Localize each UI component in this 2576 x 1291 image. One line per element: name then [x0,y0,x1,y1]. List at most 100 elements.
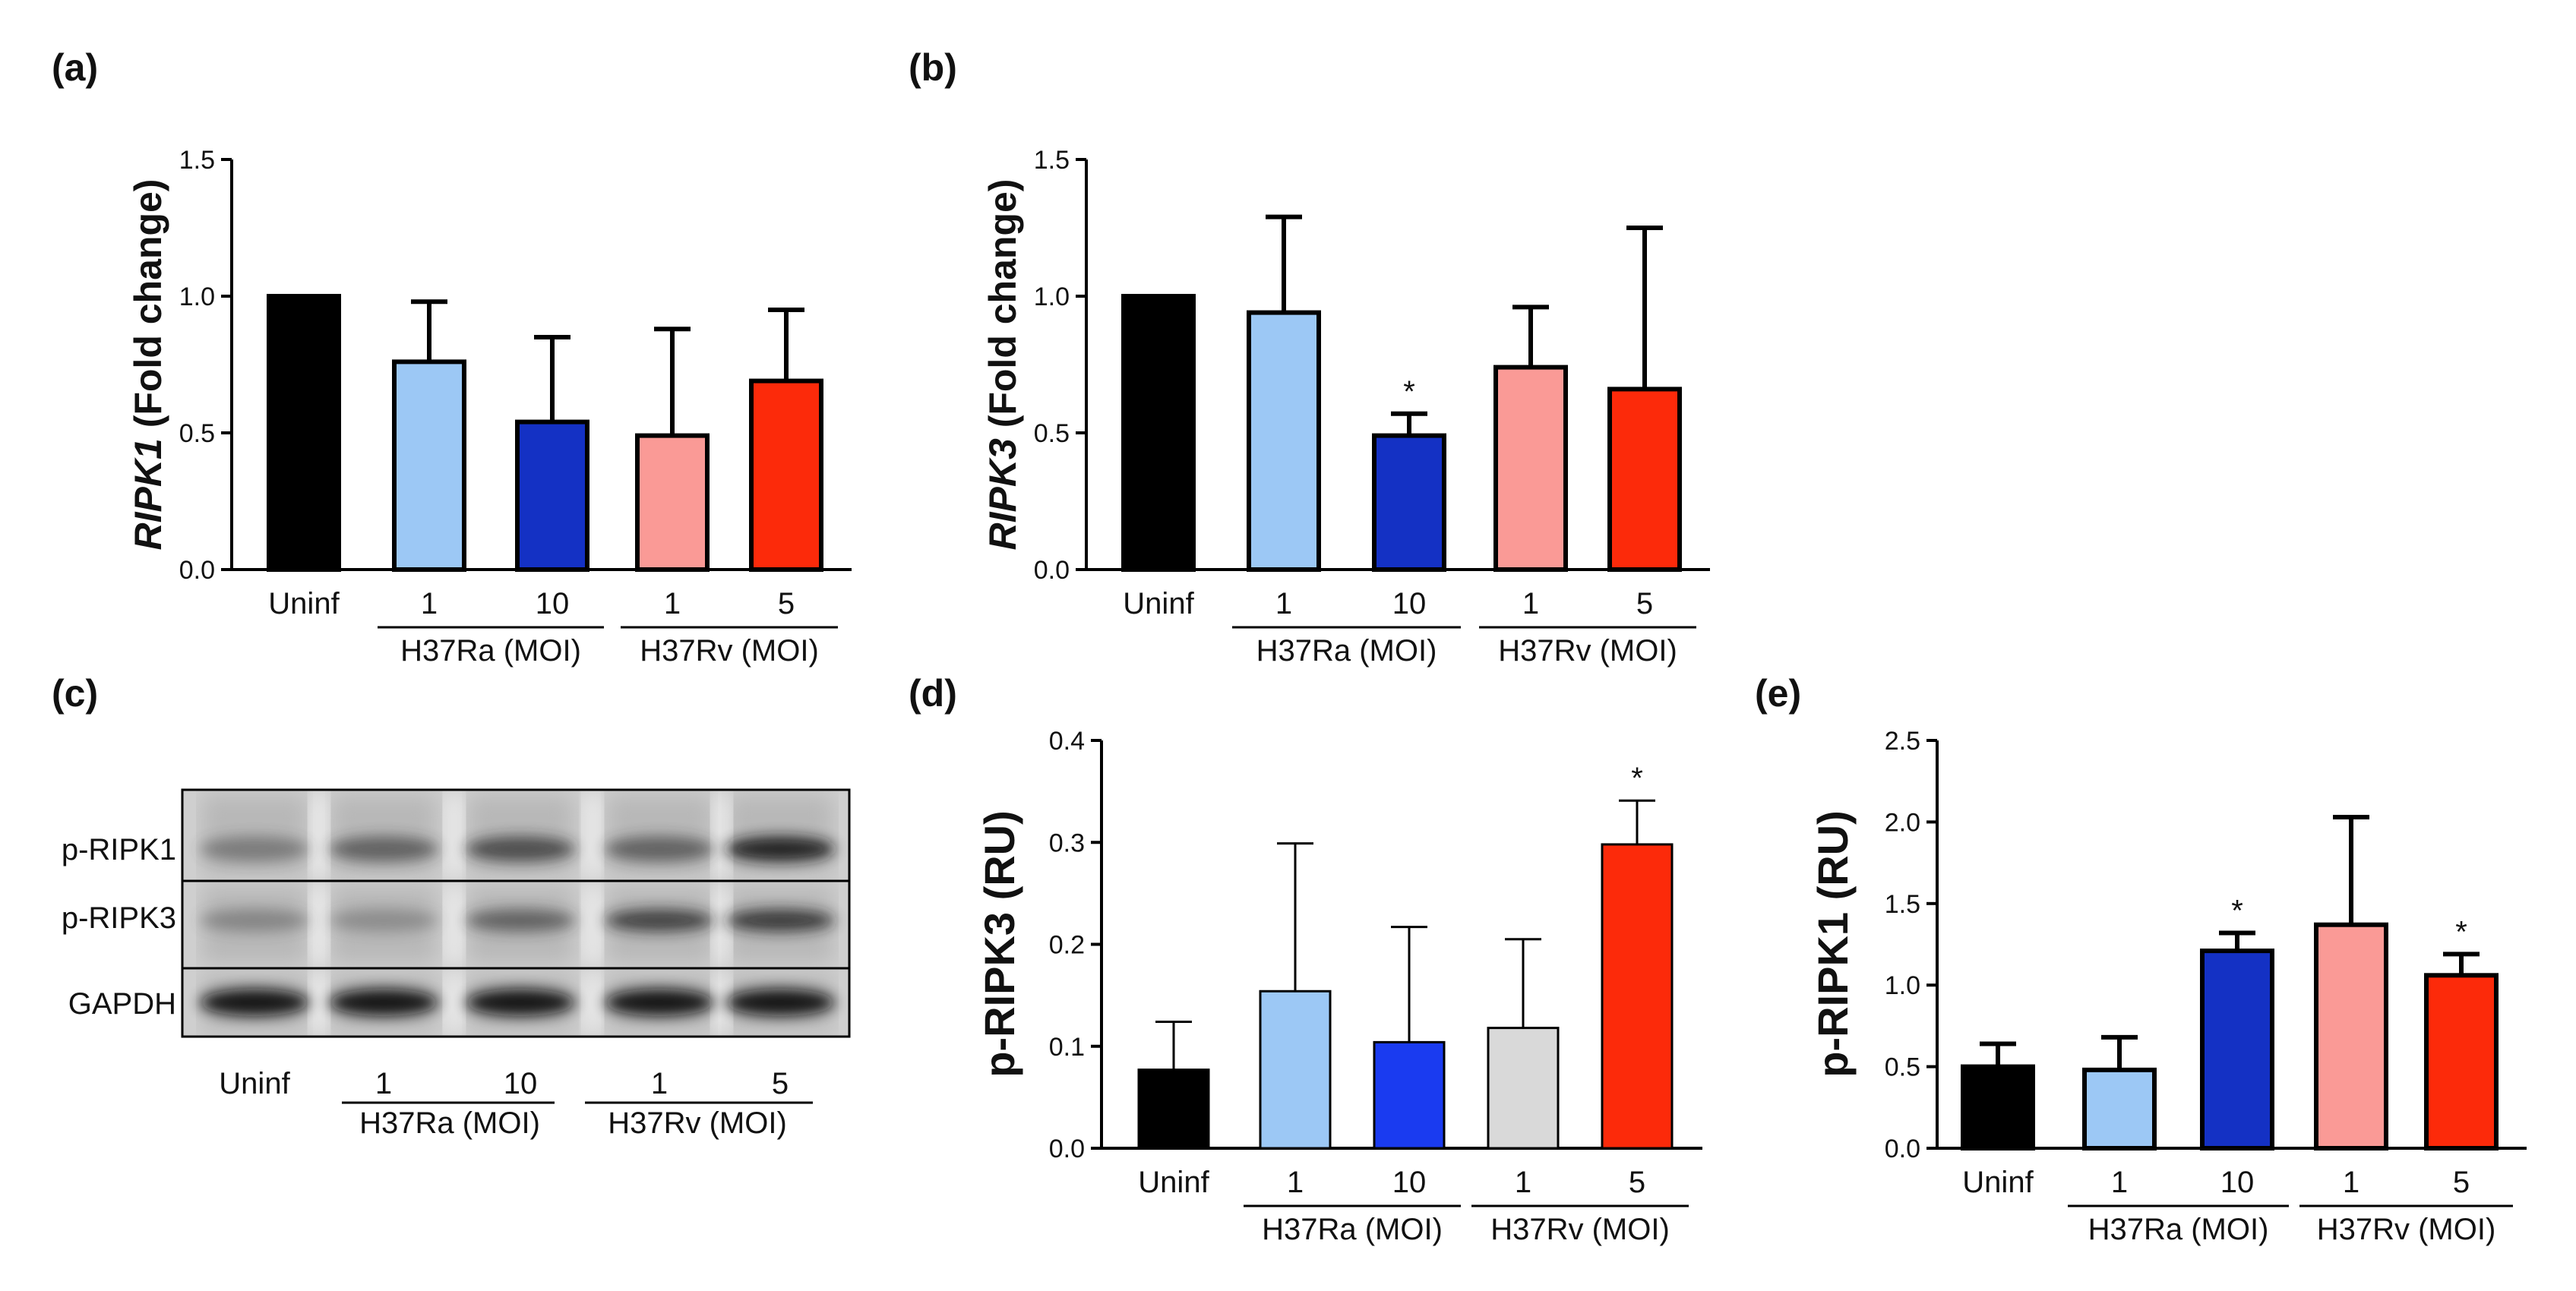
category-label: 10 [1392,587,1427,620]
group-label: H37Rv (MOI) [640,634,819,668]
category-label: 5 [1629,1166,1645,1199]
y-axis-title-text: (Fold change) [981,179,1024,439]
blot-band [605,836,714,862]
blot-group-label-h37rv: H37Rv (MOI) [608,1106,787,1140]
category-label: 1 [1515,1166,1531,1199]
panel-label-a: (a) [52,46,98,89]
y-axis-title-text: (Fold change) [127,179,169,439]
y-axis-title: RIPK3 (Fold change) [981,179,1024,551]
western-blot: p-RIPK1 p-RIPK3 GAPDH Uninf 1 10 1 5 H37… [62,788,851,1140]
blot-lane-label: 5 [772,1067,789,1100]
category-label: 10 [1392,1166,1427,1199]
blot-row-label-p-ripk3: p-RIPK3 [62,901,176,935]
y-axis-title: p-RIPK1 (RU) [1809,810,1857,1078]
y-tick-label: 0.0 [1885,1135,1920,1163]
blot-band [466,836,575,862]
y-axis-title: RIPK1 (Fold change) [127,179,169,551]
y-axis-title-gene: RIPK1 [127,438,169,550]
category-label: 10 [2220,1166,2255,1199]
blot-band [725,836,835,862]
bar-uninf [267,294,341,572]
blot-band [200,989,309,1016]
bar-10 [2200,949,2274,1151]
blot-row-label-gapdh: GAPDH [68,987,176,1021]
blot-lane-gap [308,884,330,965]
blot-lane-gap [711,884,732,965]
chart-p-ripk1-ru: 0.0 0.5 1.0 1.5 2.0 2.5 p-RIPK1 (RU) Uninf 1 * 10 1… [1809,727,2527,1246]
chart-p-ripk3-ru: 0.0 0.1 0.2 0.3 0.4 p-RIPK3 (RU) Uninf 1 10 1 * 5 H3… [975,727,1702,1246]
bar-1 [1259,990,1332,1150]
y-tick-label: 0.5 [179,419,215,448]
blot-row-label-p-ripk1: p-RIPK1 [62,833,176,866]
category-label: 1 [1287,1166,1304,1199]
blot-lane-gap [582,884,603,965]
y-tick-label: 0.4 [1049,727,1085,756]
panel-label-c: (c) [52,672,98,715]
category-label: 1 [2111,1166,2128,1199]
bar-5 [1607,387,1682,573]
group-label: H37Ra (MOI) [1256,634,1437,668]
y-tick-label: 0.2 [1049,931,1085,960]
category-label: 1 [1522,587,1539,620]
category-label: Uninf [1962,1166,2034,1199]
blot-band [725,989,835,1016]
y-tick-label: 1.5 [1885,890,1920,919]
category-label: 1 [664,587,681,620]
blot-band [605,909,714,932]
y-tick-label: 1.5 [179,146,215,175]
bar-10 [1373,1040,1446,1150]
bar-10 [515,419,589,572]
blot-band [605,989,714,1016]
blot-group-label-h37ra: H37Ra (MOI) [359,1106,540,1140]
blot-lane-shade [467,794,574,876]
y-tick-label: 0.1 [1049,1033,1085,1062]
bar-5 [1601,843,1674,1150]
blot-band [725,909,835,932]
category-label: 1 [1275,587,1292,620]
significance-marker: * [2231,894,2243,927]
panel-label-e: (e) [1755,672,1801,715]
blot-lane-gap [582,971,603,1034]
blot-lane-shade [727,794,833,876]
blot-band [200,836,309,862]
bar-1 [1487,1027,1560,1150]
blot-lane-gap [582,793,603,878]
group-label: H37Rv (MOI) [1490,1213,1670,1246]
bar-10 [1372,433,1446,572]
category-label: 1 [421,587,438,620]
bar-uninf [1961,1064,2035,1151]
y-tick-label: 0.3 [1049,829,1085,857]
bar-1 [1493,365,1568,572]
significance-marker: * [2455,915,2467,949]
category-label: Uninf [1138,1166,1209,1199]
y-axis-title-text: p-RIPK1 (RU) [1809,810,1857,1078]
blot-lane-gap [444,884,465,965]
blot-lane-shade [201,794,308,876]
y-tick-label: 1.0 [1885,971,1920,1000]
blot-row-frame [181,967,851,1038]
y-axis-title-text: p-RIPK3 (RU) [975,810,1023,1078]
category-label: 1 [2343,1166,2359,1199]
chart-ripk3-fold-change: 0.0 0.5 1.0 1.5 RIPK3 (Fold change) Uninf 1 * 10… [981,146,1710,668]
blot-lane-gap [444,793,465,878]
category-label: 5 [2453,1166,2470,1199]
bar-1 [635,433,710,572]
blot-lane-gap [308,971,330,1034]
group-label: H37Ra (MOI) [2088,1213,2269,1246]
significance-marker: * [1631,762,1643,795]
blot-lane-shade [606,794,713,876]
bar-1 [2082,1067,2157,1151]
blot-band [329,989,438,1016]
blot-band [466,909,575,932]
blot-lane-label: 1 [651,1067,668,1100]
y-tick-label: 2.5 [1885,727,1920,756]
category-label: 10 [536,587,570,620]
blot-lane-gap [308,793,330,878]
panel-label-b: (b) [909,46,957,89]
y-tick-label: 1.5 [1034,146,1070,175]
bar-uninf [1121,294,1196,572]
blot-band [200,909,309,932]
y-tick-label: 0.5 [1885,1053,1920,1082]
y-tick-label: 0.0 [1049,1135,1085,1163]
bar-5 [749,378,823,572]
